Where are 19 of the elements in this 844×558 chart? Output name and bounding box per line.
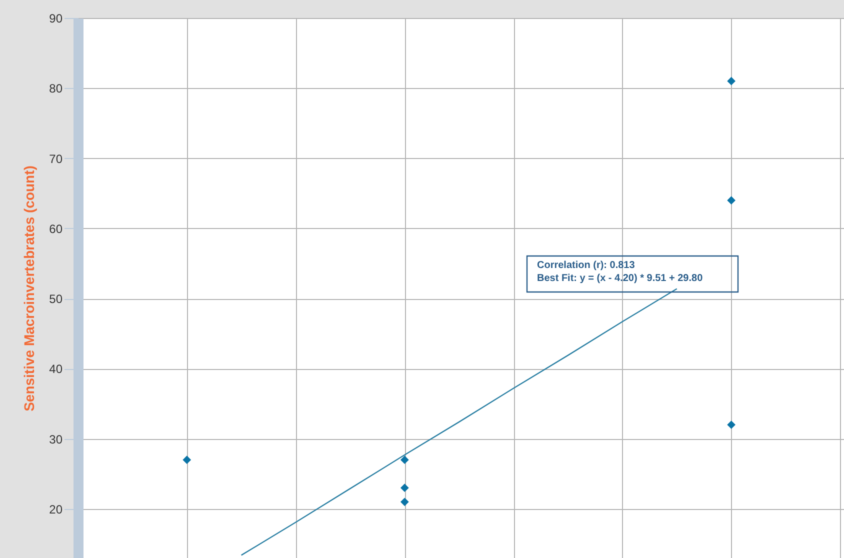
point (400, 484, 409, 492)
point (400, 498, 409, 506)
y-tick-label: 50 (49, 292, 63, 306)
y-tick-label: 30 (49, 432, 63, 446)
y-tick-label: 80 (49, 82, 63, 96)
y-tick-label: 70 (49, 152, 63, 166)
y-tick-label: 60 (49, 222, 63, 236)
point (400, 456, 409, 464)
y-tick-label: 40 (49, 362, 63, 376)
annotation: Best Fit: y = (x - 4.20) * 9.51 + 29.80 (537, 273, 704, 284)
point (727, 76, 736, 86)
point (727, 196, 736, 205)
annotation: Correlation (r): 0.813 (537, 260, 636, 271)
y-tick-label: 20 (49, 502, 63, 516)
line-series (240, 288, 678, 556)
point (182, 456, 192, 464)
y-tick-label: 90 (49, 12, 63, 26)
point (727, 420, 736, 429)
y-axis-title: Sensitive Macroinvertebrates (count) (21, 166, 38, 412)
